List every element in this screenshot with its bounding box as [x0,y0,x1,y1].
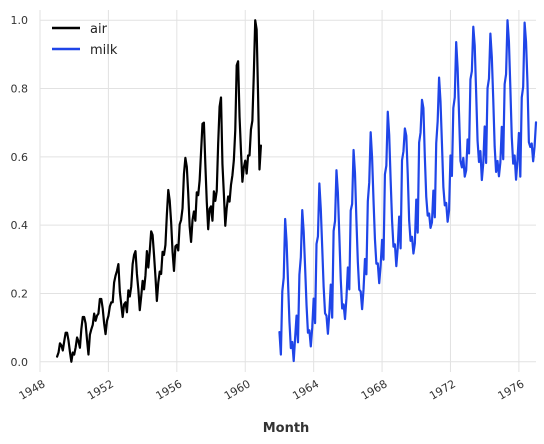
x-tick-label: 1964 [290,377,321,402]
x-tick-label: 1952 [85,377,116,402]
x-tick-label: 1948 [17,377,48,402]
x-tick-label: 1968 [359,377,390,402]
y-tick-label: 1.0 [11,14,29,27]
x-tick-label: 1956 [154,377,185,402]
series-line-air [55,19,263,363]
legend-label-milk: milk [90,43,118,58]
y-tick-label: 0.8 [11,83,29,96]
x-tick-label: 1972 [427,377,458,402]
x-tick-label: 1976 [496,377,527,402]
legend: air milk [52,22,118,58]
grid [39,10,536,372]
x-axis-title: Month [263,421,310,436]
y-tick-label: 0.6 [11,151,29,164]
series-lines [55,19,538,363]
y-tick-label: 0.0 [11,356,29,369]
y-tick-label: 0.2 [11,287,29,300]
y-tick-label: 0.4 [11,219,29,232]
series-line-milk [278,19,538,363]
legend-label-air: air [90,22,108,37]
x-tick-label: 1960 [222,377,253,402]
